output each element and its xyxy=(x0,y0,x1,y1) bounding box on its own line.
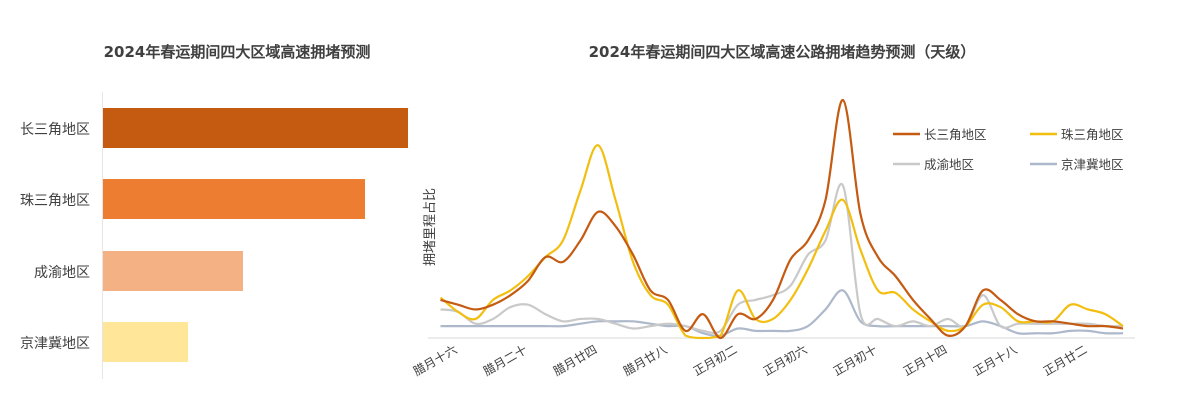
bar-chart-title: 2024年春运期间四大区域高速拥堵预测 xyxy=(103,43,371,61)
bar xyxy=(103,108,408,148)
legend-label: 京津冀地区 xyxy=(1061,157,1124,172)
y-axis-label: 拥堵里程占比 xyxy=(423,188,438,266)
x-tick-label: 腊月十六 xyxy=(411,342,460,378)
bar-category-label: 京津冀地区 xyxy=(20,336,90,352)
x-tick-label: 正月廿二 xyxy=(1041,342,1090,378)
bar xyxy=(103,322,189,362)
x-tick-label: 腊月二十 xyxy=(481,342,530,378)
series-line-2 xyxy=(439,144,1124,340)
legend-label: 成渝地区 xyxy=(924,157,974,172)
x-tick-label: 正月十四 xyxy=(901,342,950,378)
x-tick-label: 腊月廿四 xyxy=(551,342,600,378)
bar-category-label: 珠三角地区 xyxy=(20,193,90,209)
x-tick-label: 腊月廿八 xyxy=(621,342,670,378)
x-tick-label: 正月初二 xyxy=(691,342,740,378)
series-line-3 xyxy=(440,182,1124,335)
bar-category-label: 成渝地区 xyxy=(34,265,90,281)
x-tick-label: 正月初十 xyxy=(831,342,880,378)
x-tick-label: 正月初六 xyxy=(761,342,810,378)
bar xyxy=(103,179,366,219)
line-chart-title: 2024年春运期间四大区域高速公路拥堵趋势预测（天级） xyxy=(588,43,976,61)
bar-category-label: 长三角地区 xyxy=(20,122,90,138)
bar xyxy=(103,251,244,291)
legend-label: 长三角地区 xyxy=(924,127,987,142)
x-tick-label: 正月十八 xyxy=(971,342,1020,378)
legend-label: 珠三角地区 xyxy=(1061,127,1124,142)
series-line-4 xyxy=(440,289,1124,337)
series-line-1 xyxy=(440,98,1124,340)
bar-axis-line xyxy=(102,92,103,379)
